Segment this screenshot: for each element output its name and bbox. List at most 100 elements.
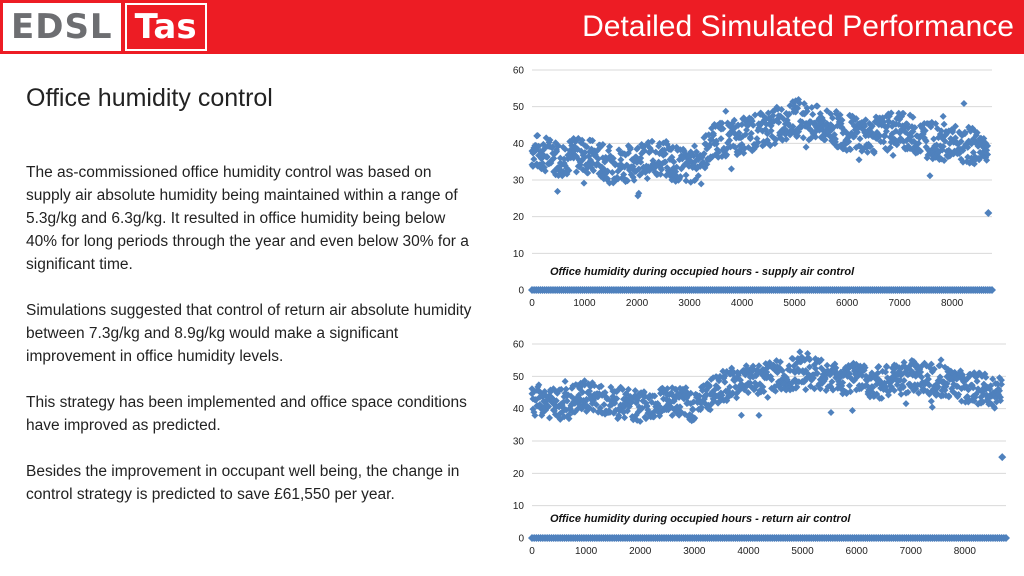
data-point — [978, 139, 986, 147]
data-point — [852, 115, 860, 123]
data-point — [592, 401, 600, 409]
data-point — [839, 379, 847, 387]
data-point — [876, 132, 884, 140]
data-point — [801, 356, 809, 364]
x-tick-label: 0 — [529, 298, 535, 309]
data-point — [560, 393, 568, 401]
data-point — [635, 189, 643, 197]
data-point — [751, 111, 759, 119]
data-point — [785, 362, 793, 370]
data-point — [929, 385, 937, 393]
data-point — [538, 159, 546, 167]
data-point — [682, 387, 690, 395]
data-point — [970, 126, 978, 134]
data-point — [780, 372, 788, 380]
data-point — [668, 411, 676, 419]
data-point — [757, 110, 765, 118]
data-point — [630, 157, 638, 165]
data-point — [541, 167, 549, 175]
data-point — [726, 143, 734, 151]
data-point — [700, 395, 708, 403]
data-point — [932, 120, 940, 128]
data-point — [759, 383, 767, 391]
data-point — [809, 110, 817, 118]
data-point — [713, 392, 721, 400]
data-point — [958, 132, 966, 140]
data-point — [592, 153, 600, 161]
data-point — [969, 384, 977, 392]
data-point — [822, 386, 830, 394]
data-point — [964, 153, 972, 161]
data-point — [687, 178, 695, 186]
data-point — [867, 374, 875, 382]
data-point — [773, 368, 781, 376]
y-tick-label: 20 — [513, 469, 525, 480]
data-point — [754, 368, 762, 376]
data-point — [771, 387, 779, 395]
data-point — [747, 129, 755, 137]
data-point — [551, 150, 559, 158]
data-point — [971, 156, 979, 164]
data-point — [635, 165, 643, 173]
data-point — [756, 122, 764, 130]
data-point — [764, 393, 772, 401]
chart-caption: Office humidity during occupied hours - … — [550, 266, 855, 278]
data-point — [735, 386, 743, 394]
data-point — [565, 151, 573, 159]
data-point — [657, 149, 665, 157]
x-tick-label: 8000 — [941, 298, 964, 309]
data-point — [646, 163, 654, 171]
data-point — [997, 376, 1005, 384]
x-tick-label: 4000 — [731, 298, 754, 309]
data-point — [531, 411, 539, 419]
zero-markers — [528, 534, 1010, 542]
data-point — [587, 393, 595, 401]
data-point — [565, 411, 573, 419]
data-point — [700, 150, 708, 158]
data-point — [606, 143, 614, 151]
data-point — [651, 392, 659, 400]
y-tick-label: 30 — [513, 176, 525, 187]
logo-tas-text: Tas — [134, 7, 197, 47]
data-point — [853, 129, 861, 137]
data-point — [785, 122, 793, 130]
data-point — [937, 127, 945, 135]
data-point — [940, 157, 948, 165]
data-point — [766, 116, 774, 124]
data-point — [628, 395, 636, 403]
data-point — [911, 124, 919, 132]
data-point — [637, 154, 645, 162]
data-point — [857, 384, 865, 392]
data-point — [918, 362, 926, 370]
data-point-zero — [988, 286, 996, 294]
data-point — [648, 138, 656, 146]
data-point — [603, 394, 611, 402]
y-tick-label: 20 — [513, 212, 525, 223]
data-point — [836, 111, 844, 119]
data-point — [878, 394, 886, 402]
data-point — [718, 391, 726, 399]
data-point — [705, 381, 713, 389]
data-point — [987, 382, 995, 390]
data-point — [901, 128, 909, 136]
data-point — [604, 167, 612, 175]
data-point — [895, 109, 903, 117]
data-point — [589, 406, 597, 414]
data-point — [835, 381, 843, 389]
data-point — [884, 391, 892, 399]
data-point — [900, 377, 908, 385]
data-point — [563, 397, 571, 405]
data-point — [866, 143, 874, 151]
data-point — [864, 127, 872, 135]
data-point — [909, 113, 917, 121]
data-point — [948, 385, 956, 393]
data-point — [749, 373, 757, 381]
x-tick-label: 2000 — [629, 546, 652, 557]
data-point — [934, 383, 942, 391]
data-point — [889, 375, 897, 383]
data-point — [731, 377, 739, 385]
data-point — [871, 131, 879, 139]
data-point — [778, 136, 786, 144]
data-point — [941, 137, 949, 145]
data-point — [553, 412, 561, 420]
